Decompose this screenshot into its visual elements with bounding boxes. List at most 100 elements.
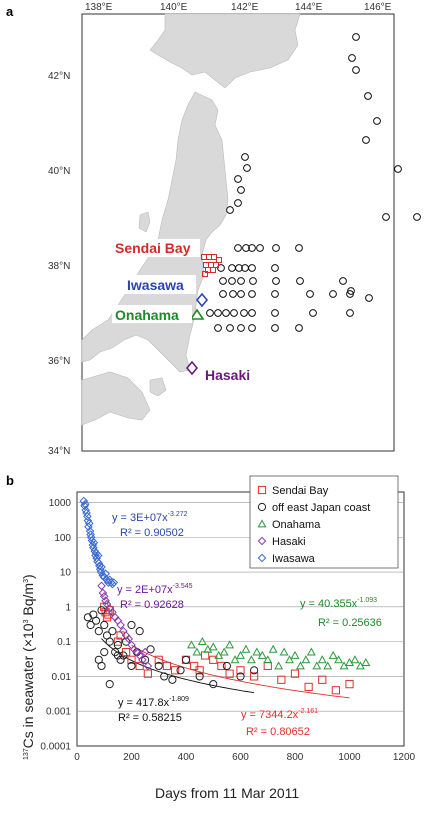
square-marker <box>236 666 245 675</box>
circle-marker <box>113 640 122 650</box>
station-circle-marker <box>352 66 360 74</box>
square-marker <box>304 682 313 691</box>
circle-marker <box>135 627 144 636</box>
triangle-marker <box>350 655 360 664</box>
triangle-marker <box>197 637 207 646</box>
r-squared: R² = 0.25636 <box>318 617 382 629</box>
circle-marker <box>91 616 101 625</box>
iwasawa-marker <box>195 292 209 308</box>
sendai-bay-stations <box>201 254 222 277</box>
panel-a-letter: a <box>6 4 14 19</box>
station-circle-marker <box>346 290 354 298</box>
circle-marker <box>181 655 191 664</box>
triangle-marker <box>252 647 262 656</box>
station-circle-marker <box>234 175 242 183</box>
square-marker <box>290 669 300 678</box>
y-tick-label: 1 <box>65 602 71 613</box>
square-marker <box>171 666 180 675</box>
equation-text: y = 417.8x <box>118 697 170 709</box>
sado-island <box>138 211 151 233</box>
circle-marker <box>100 648 109 657</box>
square-marker <box>209 655 218 664</box>
diamond-marker <box>88 540 98 550</box>
r-squared: R² = 0.58215 <box>118 712 182 724</box>
station-circle-marker <box>348 54 356 62</box>
station-circle-marker <box>229 290 237 298</box>
station-circle-marker <box>248 244 256 252</box>
station-circle-marker <box>271 290 279 298</box>
y-axis-label: 137Cs in seawater (×103 Bq/m3) <box>20 574 36 760</box>
station-circle-marker <box>248 324 256 332</box>
circle-marker <box>97 661 106 671</box>
y-label-unit-exp: 3 <box>23 579 30 583</box>
triangle-marker <box>192 647 202 656</box>
circle-marker <box>113 651 122 660</box>
x-tick-labels: 0 200 400 600 800 1000 1200 <box>74 752 415 763</box>
station-circle-marker <box>206 309 214 317</box>
triangle-marker <box>236 650 245 659</box>
triangle-marker <box>263 655 273 664</box>
circle-marker <box>154 661 163 671</box>
station-circle-marker <box>271 324 279 332</box>
station-circle-marker <box>272 277 280 285</box>
x-axis-label: Days from 11 Mar 2011 <box>155 785 299 801</box>
lon-tick-label: 144°E <box>295 2 323 13</box>
legend-box <box>249 475 399 569</box>
circle-marker <box>108 627 117 636</box>
diamond-marker <box>82 508 91 518</box>
lat-tick-label: 38°N <box>48 261 70 272</box>
square-marker <box>345 680 354 689</box>
station-circle-marker <box>296 277 304 285</box>
svg-text:y = 2E+07x-3.545: y = 2E+07x-3.545 <box>117 583 193 596</box>
station-circle-marker <box>241 153 249 161</box>
x-tick-label: 400 <box>178 752 195 763</box>
diamond-marker <box>95 564 105 574</box>
svg-text:y = 3E+07x-3.272: y = 3E+07x-3.272 <box>112 511 188 524</box>
square-marker <box>250 672 259 681</box>
circle-marker <box>100 620 109 630</box>
equation-exponent: -1.809 <box>169 696 189 703</box>
triangle-marker <box>225 640 235 649</box>
triangle-marker <box>257 650 267 659</box>
x-tick-label: 800 <box>287 752 304 763</box>
fit-equation-hasaki: y = 2E+07x-3.545 R² = 0.92628 <box>117 583 193 611</box>
lon-tick-label: 138°E <box>85 2 113 13</box>
lon-tick-label: 140°E <box>160 2 188 13</box>
station-circle-marker <box>346 309 354 317</box>
equation-exponent: -2.161 <box>298 708 318 715</box>
triangle-marker <box>301 655 311 664</box>
triangle-marker <box>241 644 251 653</box>
square-marker <box>154 655 163 664</box>
iwasawa-label: Iwasawa <box>127 277 184 293</box>
station-circle-marker <box>226 206 234 214</box>
triangle-marker <box>361 657 371 666</box>
circle-marker <box>86 620 95 630</box>
r-squared: R² = 0.80652 <box>246 726 310 738</box>
hasaki-marker <box>185 360 199 376</box>
x-tick-label: 1200 <box>393 752 416 763</box>
honshu-land <box>81 91 229 373</box>
circle-marker <box>176 666 185 675</box>
square-marker <box>318 675 327 684</box>
triangle-marker <box>187 640 196 649</box>
data-points <box>79 496 371 695</box>
station-circle-marker <box>219 290 227 298</box>
chubu-land <box>81 371 151 426</box>
triangle-marker <box>219 647 229 656</box>
diamond-marker <box>138 655 147 665</box>
svg-text:y = 7344.2x-2.161: y = 7344.2x-2.161 <box>241 708 318 721</box>
diamond-marker <box>140 647 150 657</box>
square-marker <box>195 666 204 675</box>
station-circle-marker <box>364 92 372 100</box>
triangle-marker <box>334 655 344 664</box>
legend: Sendai Bay off east Japan coast Onahama Has… <box>249 475 399 569</box>
station-circle-marker <box>230 309 238 317</box>
lat-tick-label: 34°N <box>48 446 70 457</box>
circle-marker <box>257 502 267 512</box>
y-tick-label: 0.1 <box>57 637 71 648</box>
svg-text:y = 40.355x-1.093: y = 40.355x-1.093 <box>300 597 377 610</box>
diamond-marker <box>96 567 106 577</box>
triangle-marker <box>274 661 284 670</box>
station-circle-marker <box>243 164 251 172</box>
triangle-marker <box>323 661 333 670</box>
